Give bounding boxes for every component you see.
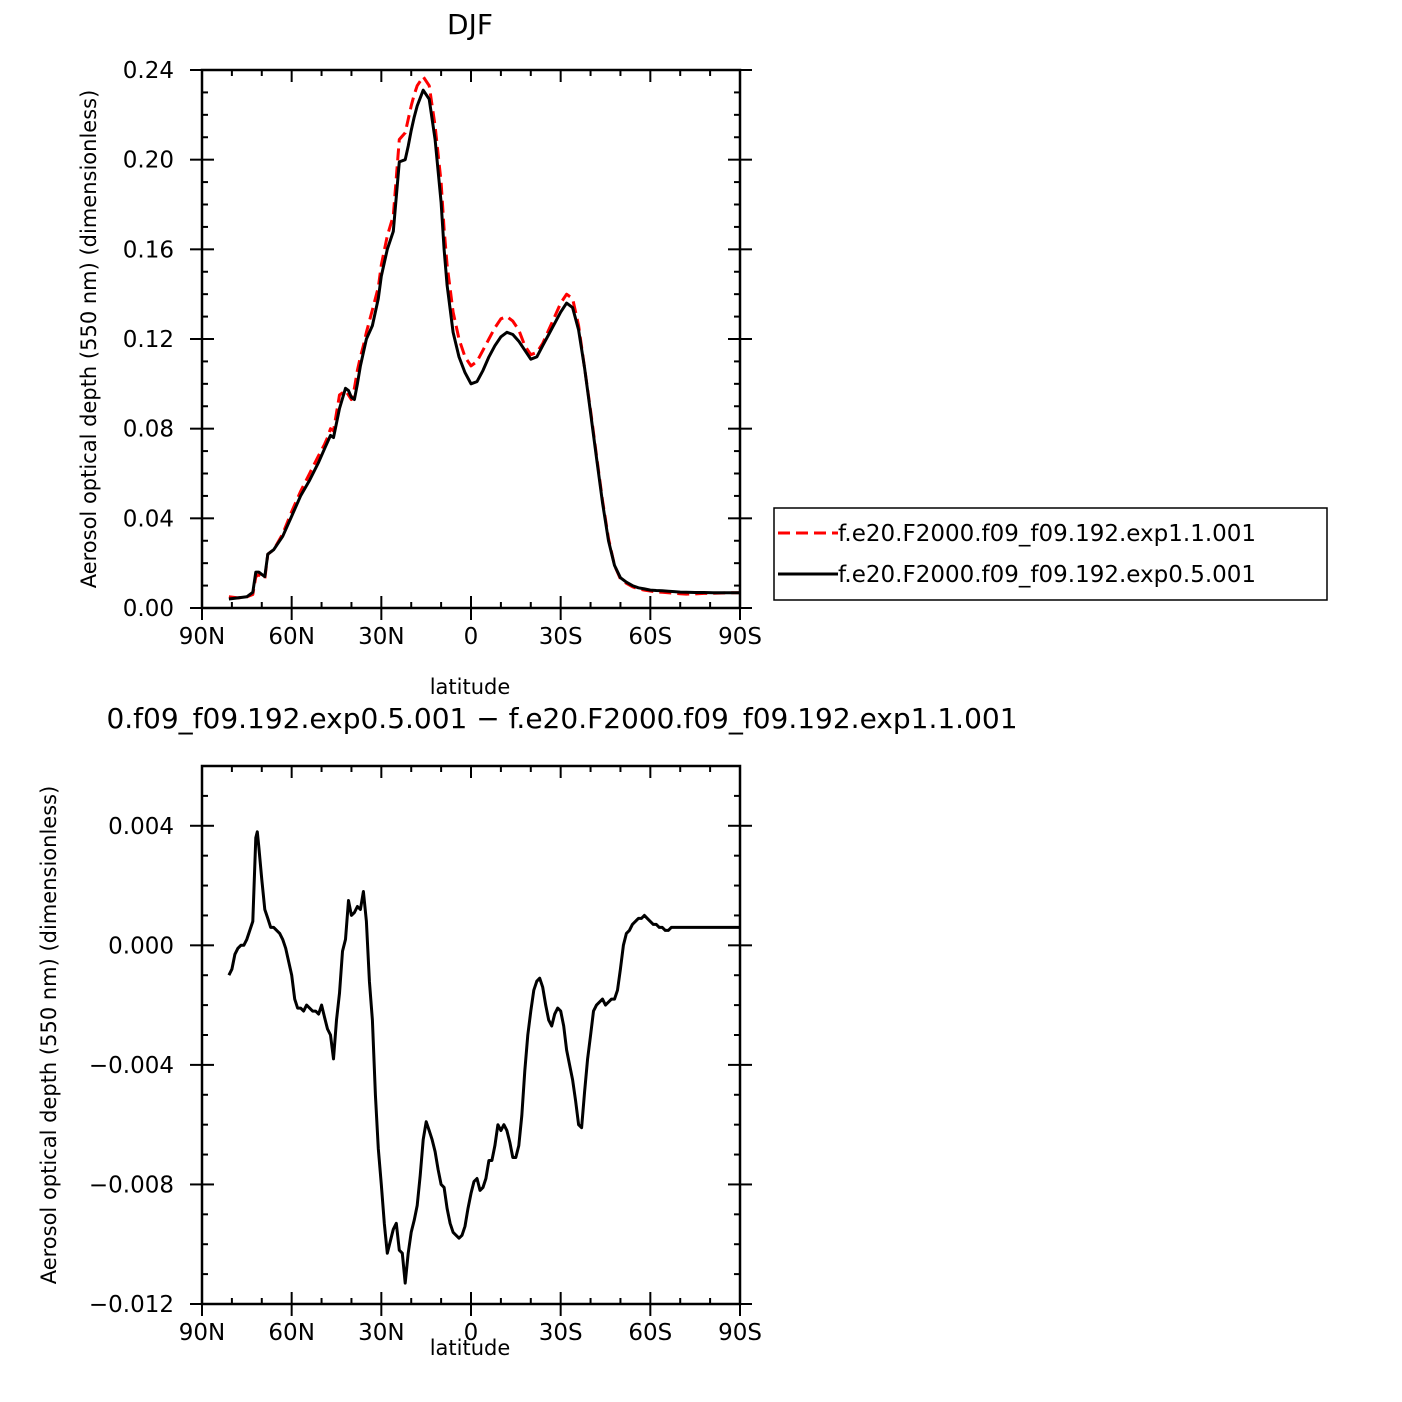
difference-chart-title: 0.f09_f09.192.exp0.5.001 − f.e20.F2000.f… [106,702,1017,735]
bottom-chart-marks: 90N 60N 30N 0 30S 60S 90S −0.012 −0.008 −0.004 0.0… [89,765,762,1346]
top-x-tick-label: 60S [628,624,672,650]
diff-series-line-0 [227,830,740,1285]
diff-y-tick-label: −0.012 [89,1292,174,1318]
top-y-tick-label: 0.20 [123,148,174,174]
chart-panel-djf: DJF 90N 60N 30N 0 30S 60S 90S 0.00 0.04 0.08 0.12 0… [77,8,762,699]
diff-y-tick-label: 0.004 [108,814,174,840]
top-series-line-1 [228,88,740,601]
diff-x-tick-label: 90N [179,1320,225,1346]
legend-box [773,507,1328,601]
top-x-tick-label: 0 [464,624,479,650]
diff-x-tick-label: 90S [718,1320,762,1346]
top-chart-marks: 90N 60N 30N 0 30S 60S 90S 0.00 0.04 0.08 0.12 0.16 0… [123,58,762,650]
chart-title: DJF [447,8,493,41]
top-y-tick-label: 0.16 [123,237,174,263]
top-x-tick-label: 30S [539,624,583,650]
chart-panel-difference: 0.f09_f09.192.exp0.5.001 − f.e20.F2000.f… [37,702,1018,1360]
top-y-tick-label: 0.08 [123,417,174,443]
legend-label-exp05: f.e20.F2000.f09_f09.192.exp0.5.001 [838,562,1256,588]
top-y-tick-label: 0.24 [123,58,174,84]
top-x-tick-label: 90N [179,624,225,650]
difference-y-axis-label: Aerosol optical depth (550 nm) (dimensio… [37,786,61,1285]
y-axis-label: Aerosol optical depth (550 nm) (dimensio… [77,90,101,589]
legend-label-exp1: f.e20.F2000.f09_f09.192.exp1.1.001 [838,521,1256,547]
top-x-tick-label: 90S [718,624,762,650]
difference-plot-frame [200,764,742,1306]
difference-x-axis-label: latitude [430,1336,511,1360]
diff-x-tick-label: 60S [628,1320,672,1346]
plot-frame [200,68,742,610]
legend: f.e20.F2000.f09_f09.192.exp1.1.001 f.e20… [773,507,1328,601]
diff-x-tick-label: 0 [464,1320,479,1346]
diff-x-tick-label: 30N [358,1320,404,1346]
diff-y-tick-label: 0.000 [108,933,174,959]
diff-y-tick-label: −0.004 [89,1053,174,1079]
top-x-tick-label: 60N [268,624,314,650]
top-y-tick-label: 0.12 [123,327,174,353]
diff-y-tick-label: −0.008 [89,1172,174,1198]
diff-x-tick-label: 30S [539,1320,583,1346]
x-axis-label: latitude [430,675,511,699]
top-x-tick-label: 30N [358,624,404,650]
diff-x-tick-label: 60N [268,1320,314,1346]
top-y-tick-label: 0.04 [123,506,174,532]
top-y-tick-label: 0.00 [123,596,174,622]
top-series-line-0 [228,75,740,600]
